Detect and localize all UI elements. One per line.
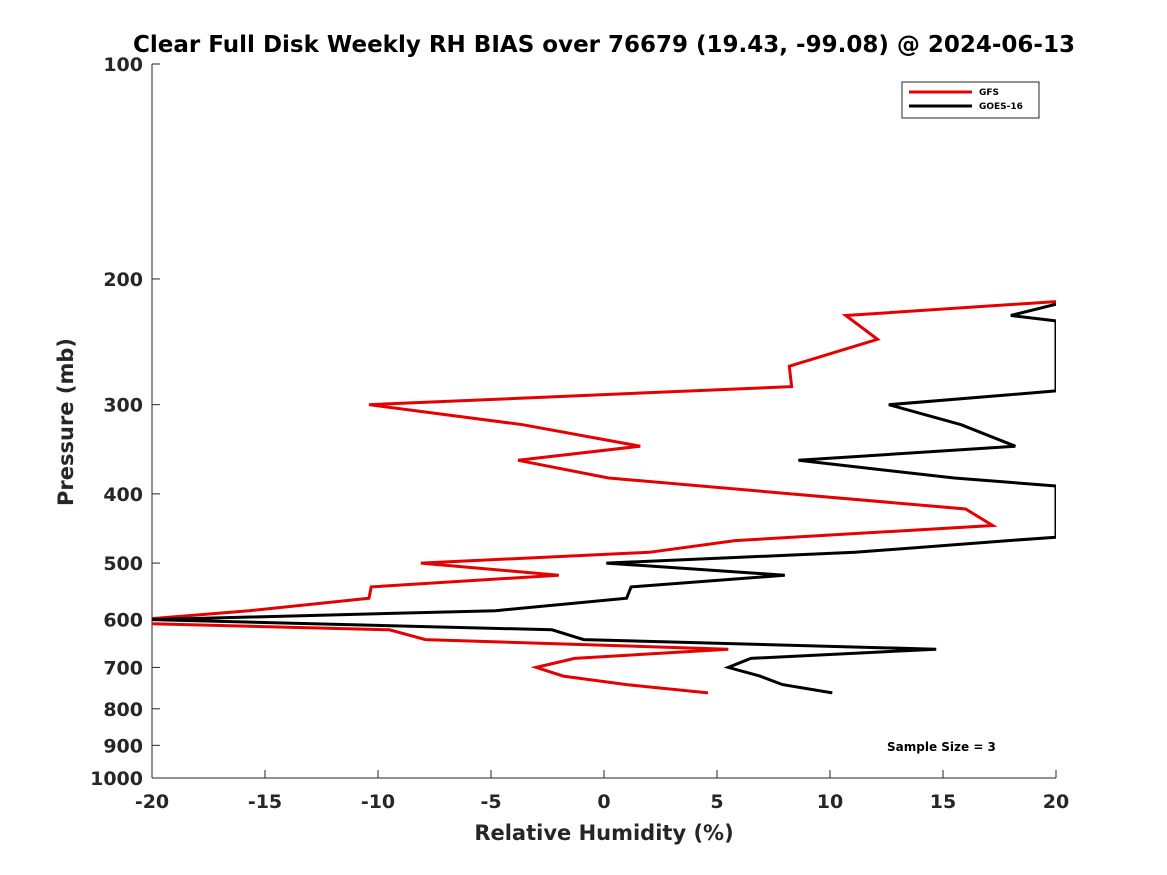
- x-axis-ticks: -20 -15 -10 -5 0 5 10 15 20: [135, 770, 1069, 813]
- y-tick-label: 600: [103, 610, 143, 632]
- chart-title: Clear Full Disk Weekly RH BIAS over 7667…: [133, 32, 1075, 58]
- y-tick-label: 200: [103, 269, 143, 291]
- legend-label-goes-16: GOES-16: [979, 102, 1023, 112]
- x-tick-label: -5: [480, 791, 501, 813]
- sample-size-annotation: Sample Size = 3: [887, 740, 996, 754]
- x-tick-label: 15: [930, 791, 956, 813]
- legend-label-gfs: GFS: [979, 88, 999, 98]
- legend-box: [901, 81, 1040, 119]
- y-axis-label: Pressure (mb): [54, 338, 78, 506]
- series-layer: [152, 300, 1056, 695]
- series-line-gfs: [152, 300, 1056, 695]
- y-tick-label: 300: [103, 395, 143, 417]
- y-tick-label: 800: [103, 699, 143, 721]
- y-tick-label: 1000: [90, 768, 143, 790]
- x-tick-label: -10: [361, 791, 395, 813]
- x-tick-label: 0: [597, 791, 610, 813]
- y-axis-ticks: 100 200 300 400 500 600 700 800 900 1000: [90, 54, 160, 790]
- x-tick-label: 20: [1043, 791, 1069, 813]
- legend: GFS GOES-16: [901, 81, 1040, 119]
- y-tick-label: 400: [103, 484, 143, 506]
- x-tick-label: -20: [135, 791, 169, 813]
- x-tick-label: 5: [710, 791, 723, 813]
- y-tick-label: 900: [103, 735, 143, 757]
- series-line-goes-16: [152, 302, 1056, 695]
- y-tick-label: 100: [103, 54, 143, 76]
- y-tick-label: 700: [103, 657, 143, 679]
- x-axis-label: Relative Humidity (%): [474, 821, 733, 845]
- x-tick-label: -15: [248, 791, 282, 813]
- plot-area: [151, 64, 1056, 779]
- y-tick-label: 500: [103, 553, 143, 575]
- x-tick-label: 10: [817, 791, 843, 813]
